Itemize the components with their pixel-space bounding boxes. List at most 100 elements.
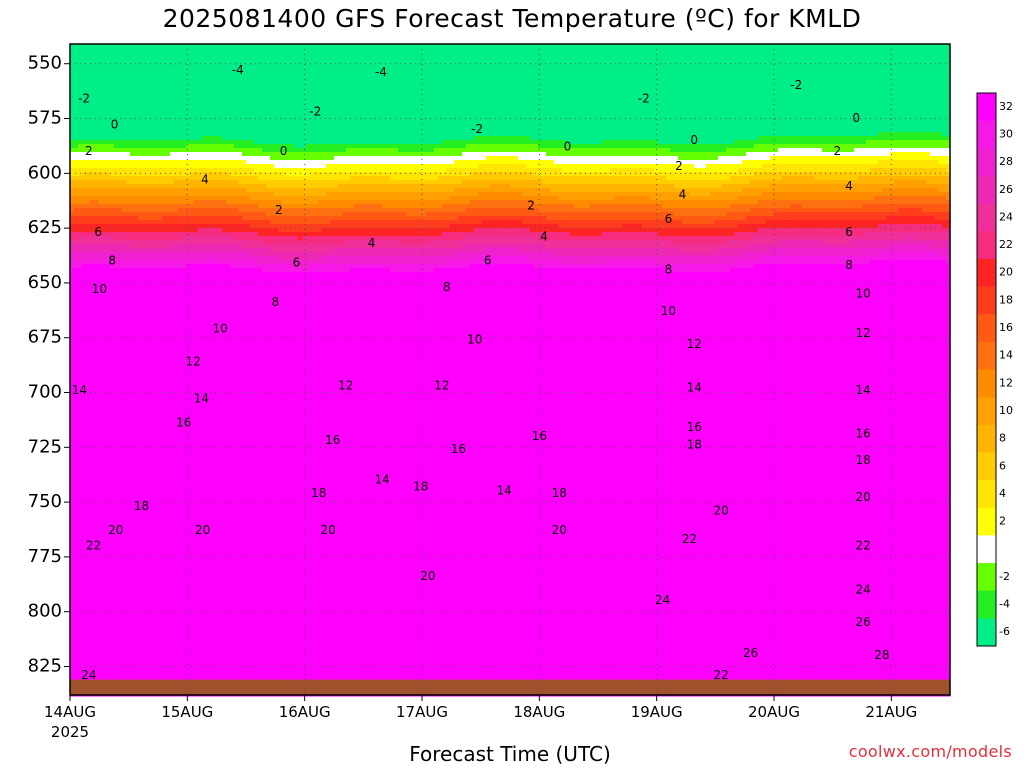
colorbar-label-12: 12 bbox=[999, 376, 1013, 389]
contour-label-24: 16 bbox=[325, 433, 340, 447]
contour-label-21: 6 bbox=[293, 256, 301, 270]
contour-label-26: 20 bbox=[320, 523, 335, 537]
contour-label-72: 20 bbox=[856, 490, 871, 504]
contour-label-45: -2 bbox=[638, 91, 650, 105]
y-tick-label-725: 725 bbox=[28, 436, 62, 457]
contour-label-9: 18 bbox=[134, 499, 149, 513]
contour-label-32: 16 bbox=[451, 442, 466, 456]
colorbar-label-4: 4 bbox=[999, 487, 1006, 500]
contour-label-76: 28 bbox=[874, 648, 889, 662]
contour-chart: -20268101422201824-412141641020-20268121… bbox=[0, 0, 1024, 768]
colorbar-band-4 bbox=[977, 480, 996, 508]
colorbar-band-18 bbox=[977, 287, 996, 315]
contour-label-42: 14 bbox=[496, 484, 511, 498]
colorbar-label-8: 8 bbox=[999, 432, 1006, 445]
y-tick-label-800: 800 bbox=[28, 601, 62, 622]
contour-label-40: 4 bbox=[540, 229, 548, 243]
contour-label-65: 6 bbox=[845, 225, 853, 239]
x-tick-label-21AUG: 21AUG bbox=[865, 703, 917, 721]
y-tick-label-550: 550 bbox=[28, 53, 62, 74]
colorbar-label-26: 26 bbox=[999, 183, 1013, 196]
contour-label-23: 12 bbox=[338, 378, 353, 392]
contour-label-10: 24 bbox=[81, 668, 96, 682]
contour-label-74: 24 bbox=[856, 582, 871, 596]
x-start-year: 2025 bbox=[51, 723, 89, 741]
x-tick-label-20AUG: 20AUG bbox=[748, 703, 800, 721]
contour-label-25: 18 bbox=[311, 486, 326, 500]
contour-label-12: 12 bbox=[186, 354, 201, 368]
y-tick-label-650: 650 bbox=[28, 272, 62, 293]
colorbar-label-16: 16 bbox=[999, 321, 1013, 334]
colorbar-label-18: 18 bbox=[999, 293, 1013, 306]
contour-label-47: 2 bbox=[675, 159, 683, 173]
contour-label-16: 10 bbox=[213, 321, 228, 335]
credit-text[interactable]: coolwx.com/models bbox=[849, 742, 1012, 761]
contour-label-7: 22 bbox=[86, 538, 101, 552]
x-tick-label-15AUG: 15AUG bbox=[161, 703, 213, 721]
contour-label-27: -4 bbox=[375, 65, 387, 79]
colorbar-band-20 bbox=[977, 259, 996, 287]
colorbar-band-12 bbox=[977, 370, 996, 398]
colorbar-label--4: -4 bbox=[999, 598, 1010, 611]
y-tick-label-750: 750 bbox=[28, 491, 62, 512]
contour-label-14: 16 bbox=[176, 416, 191, 430]
contour-label-8: 20 bbox=[108, 523, 123, 537]
contour-label-3: 6 bbox=[94, 225, 102, 239]
contour-label-34: 18 bbox=[413, 479, 428, 493]
colorbar-label-6: 6 bbox=[999, 459, 1006, 472]
y-tick-label-825: 825 bbox=[28, 656, 62, 677]
y-tick-label-625: 625 bbox=[28, 217, 62, 238]
colorbar-band--4 bbox=[977, 591, 996, 619]
contour-label-54: 16 bbox=[687, 420, 702, 434]
y-tick-label-700: 700 bbox=[28, 382, 62, 403]
contour-label-30: 10 bbox=[467, 332, 482, 346]
contour-label-53: 14 bbox=[687, 381, 702, 395]
colorbar-band--2 bbox=[977, 563, 996, 591]
ground-strip bbox=[70, 680, 950, 695]
x-axis: 14AUG 15AUG 16AUG 17AUG 18AUG 19AUG 20AUG 21AUG… bbox=[44, 695, 917, 741]
contour-label-71: 18 bbox=[856, 453, 871, 467]
contour-label-73: 22 bbox=[856, 538, 871, 552]
x-tick-label-19AUG: 19AUG bbox=[631, 703, 683, 721]
colorbar-label-32: 32 bbox=[999, 100, 1013, 113]
colorbar-band-30 bbox=[977, 121, 996, 149]
contour-label-61: -2 bbox=[790, 78, 802, 92]
y-tick-label-575: 575 bbox=[28, 108, 62, 129]
contour-label-29: 8 bbox=[443, 280, 451, 294]
colorbar-label-24: 24 bbox=[999, 210, 1013, 223]
contour-label-51: 10 bbox=[661, 304, 676, 318]
contour-label-75: 26 bbox=[856, 615, 871, 629]
y-tick-label-675: 675 bbox=[28, 327, 62, 348]
contour-label-5: 10 bbox=[92, 282, 107, 296]
contour-label-67: 10 bbox=[856, 286, 871, 300]
contour-label-57: 22 bbox=[682, 532, 697, 546]
contour-label-17: 20 bbox=[195, 523, 210, 537]
contour-label-38: 2 bbox=[527, 199, 535, 213]
x-tick-label-17AUG: 17AUG bbox=[396, 703, 448, 721]
contour-label-63: 2 bbox=[834, 144, 842, 158]
contour-label-28: 4 bbox=[368, 236, 376, 250]
contour-label-58: 24 bbox=[655, 593, 670, 607]
y-tick-label-600: 600 bbox=[28, 162, 62, 183]
y-tick-label-775: 775 bbox=[28, 546, 62, 567]
contour-label-18: -2 bbox=[309, 104, 321, 118]
colorbar-label-14: 14 bbox=[999, 349, 1013, 362]
temperature-field bbox=[70, 44, 951, 697]
contour-label-50: 8 bbox=[665, 262, 673, 276]
contour-label-68: 12 bbox=[856, 326, 871, 340]
contour-label-52: 12 bbox=[687, 337, 702, 351]
x-tick-label-16AUG: 16AUG bbox=[279, 703, 331, 721]
contour-label-70: 16 bbox=[856, 427, 871, 441]
contour-label-69: 14 bbox=[856, 383, 871, 397]
contour-label-56: 20 bbox=[714, 503, 729, 517]
colorbar-band-10 bbox=[977, 397, 996, 425]
colorbar-band-0 bbox=[977, 535, 996, 563]
colorbar-band-14 bbox=[977, 342, 996, 370]
colorbar-label-28: 28 bbox=[999, 155, 1013, 168]
contour-label-4: 8 bbox=[108, 254, 116, 268]
contour-label-15: 4 bbox=[201, 172, 209, 186]
contour-label-19: 0 bbox=[280, 144, 288, 158]
colorbar-band-32 bbox=[977, 93, 996, 121]
colorbar-label-10: 10 bbox=[999, 404, 1013, 417]
colorbar-label-30: 30 bbox=[999, 127, 1013, 140]
